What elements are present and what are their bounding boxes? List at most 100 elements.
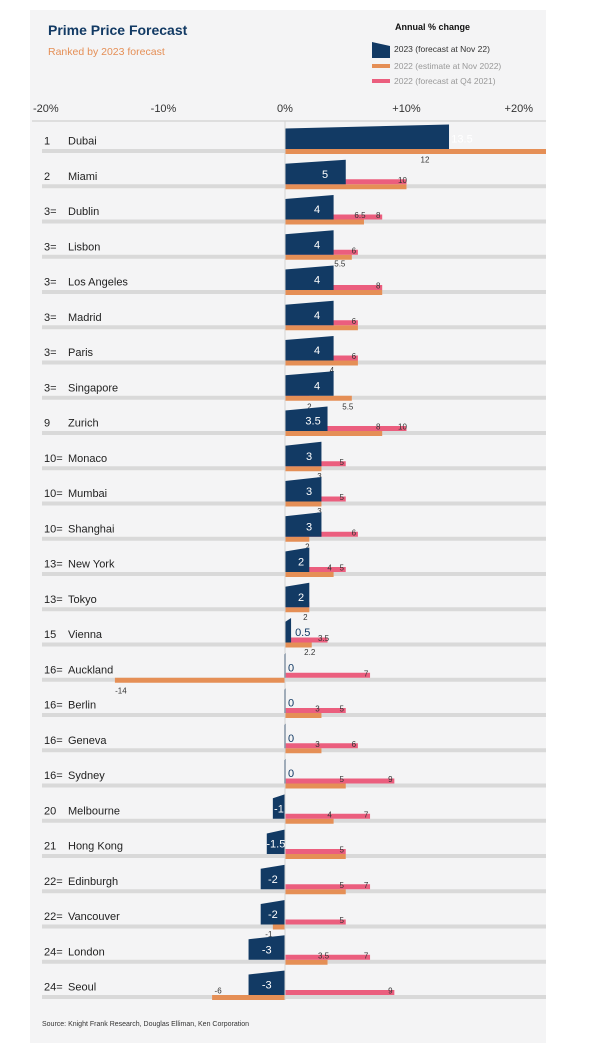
label-2022-forecast: 9 bbox=[388, 775, 393, 784]
label-2023: 2 bbox=[298, 592, 304, 604]
label-2022-estimate: 3.5 bbox=[318, 951, 330, 960]
label-2022-estimate: 5.5 bbox=[334, 259, 346, 268]
label-2022-forecast: 5 bbox=[340, 705, 345, 714]
rank-label: 9 bbox=[44, 418, 50, 430]
label-2022-forecast: 6 bbox=[352, 352, 357, 361]
bar-2022-forecast bbox=[285, 426, 407, 431]
bar-2023-forecast bbox=[285, 371, 334, 396]
bar-2022-forecast bbox=[285, 849, 346, 854]
label-2023: 4 bbox=[314, 380, 320, 392]
label-2023: 4 bbox=[314, 345, 320, 357]
label-2022-forecast: 6 bbox=[352, 317, 357, 326]
bar-2022-estimate bbox=[285, 889, 346, 895]
bar-2022-estimate bbox=[285, 149, 546, 154]
rank-label: 15 bbox=[44, 629, 56, 641]
label-2023: -2 bbox=[268, 874, 278, 886]
city-label: Zurich bbox=[68, 418, 99, 430]
legend-item-2022-estimate: 2022 (estimate at Nov 2022) bbox=[372, 60, 501, 71]
city-label: Vienna bbox=[68, 629, 103, 641]
bar-2023-forecast bbox=[285, 441, 322, 467]
label-2022-estimate: 4 bbox=[330, 366, 335, 375]
bar-2022-forecast bbox=[285, 672, 371, 678]
city-label: Paris bbox=[68, 347, 94, 359]
label-2022-estimate: -6 bbox=[215, 987, 223, 996]
label-2022-forecast: 7 bbox=[364, 881, 369, 890]
label-2022-estimate: 5.5 bbox=[342, 402, 354, 411]
rank-label: 22= bbox=[44, 876, 63, 888]
label-2023: 5 bbox=[322, 169, 328, 181]
label-2023: 0 bbox=[288, 698, 294, 710]
bar-2022-estimate bbox=[285, 431, 383, 436]
rank-label: 24= bbox=[44, 946, 63, 958]
label-2022-forecast: 2 bbox=[307, 402, 312, 411]
city-label: Lisbon bbox=[68, 241, 100, 253]
bar-2022-estimate bbox=[285, 254, 352, 260]
legend-label-2022-forecast: 2022 (forecast at Q4 2021) bbox=[394, 75, 496, 86]
bar-2023-forecast bbox=[285, 159, 346, 185]
bar-2023-forecast bbox=[248, 970, 285, 995]
bar-2023-forecast bbox=[285, 512, 322, 537]
rank-label: 3= bbox=[44, 277, 57, 289]
bar-2022-forecast bbox=[285, 778, 395, 784]
label-2023: 3 bbox=[306, 486, 312, 498]
city-label: Miami bbox=[68, 171, 97, 183]
label-2023: -3 bbox=[262, 944, 272, 956]
label-2022-estimate: -14 bbox=[115, 686, 127, 695]
bar-2022-forecast bbox=[285, 884, 371, 890]
bar-2023-forecast bbox=[285, 477, 322, 502]
city-label: London bbox=[68, 946, 105, 958]
label-2023: 3 bbox=[306, 451, 312, 463]
rank-label: 3= bbox=[44, 241, 57, 253]
rank-label: 2 bbox=[44, 171, 50, 183]
label-2023: 4 bbox=[314, 310, 320, 322]
label-2022-estimate: 4 bbox=[327, 564, 332, 573]
bar-2023-forecast bbox=[248, 935, 285, 960]
rank-label: 16= bbox=[44, 770, 63, 782]
city-label: Vancouver bbox=[68, 911, 120, 923]
rank-label: 3= bbox=[44, 347, 57, 359]
row-baseline bbox=[42, 995, 546, 999]
label-2023: -3 bbox=[262, 980, 272, 992]
legend-title: Annual % change bbox=[395, 22, 471, 32]
rank-label: 22= bbox=[44, 911, 63, 923]
label-2022-estimate: 2 bbox=[305, 542, 310, 551]
label-2022-estimate: 3 bbox=[315, 740, 320, 749]
rank-label: 3= bbox=[44, 382, 57, 394]
city-label: Seoul bbox=[68, 982, 96, 994]
chart-subtitle: Ranked by 2023 forecast bbox=[48, 46, 165, 58]
rank-label: 13= bbox=[44, 559, 63, 571]
label-2022-forecast: 7 bbox=[364, 951, 369, 960]
bar-2022-estimate bbox=[285, 713, 322, 718]
bar-2022-forecast bbox=[285, 637, 328, 643]
label-2022-forecast: 6 bbox=[352, 740, 357, 749]
bar-2022-estimate bbox=[285, 501, 322, 507]
chart-title: Prime Price Forecast bbox=[48, 22, 188, 38]
bar-2022-forecast bbox=[285, 990, 395, 995]
city-label: Los Angeles bbox=[68, 277, 128, 289]
label-2022-forecast: 5 bbox=[340, 458, 345, 467]
rank-label: 16= bbox=[44, 664, 63, 676]
label-2022-forecast: 6 bbox=[352, 528, 357, 537]
label-2022-forecast: 5 bbox=[340, 493, 345, 502]
bar-2023-forecast bbox=[285, 547, 310, 572]
label-2022-forecast: 10 bbox=[398, 423, 407, 432]
label-2023: -1 bbox=[274, 803, 284, 815]
rank-label: 13= bbox=[44, 594, 63, 606]
x-tick-label: +20% bbox=[505, 103, 534, 115]
label-2022-estimate: 4 bbox=[327, 810, 332, 819]
legend-swatch-2023 bbox=[372, 42, 390, 58]
label-2022-forecast: 5 bbox=[340, 916, 345, 925]
city-label: Hong Kong bbox=[68, 841, 123, 853]
city-label: Sydney bbox=[68, 770, 105, 782]
bar-2023-forecast bbox=[285, 195, 334, 220]
row-baseline bbox=[42, 924, 546, 929]
label-2023: 4 bbox=[314, 204, 320, 216]
city-label: Geneva bbox=[68, 735, 107, 747]
label-2022-estimate: 2 bbox=[303, 613, 308, 622]
rank-label: 10= bbox=[44, 488, 63, 500]
bar-2022-estimate bbox=[285, 854, 346, 859]
bar-2023-forecast bbox=[260, 864, 285, 890]
city-label: Tokyo bbox=[68, 594, 97, 606]
label-2022-forecast: 5 bbox=[340, 846, 345, 855]
bar-2022-estimate bbox=[212, 995, 285, 1000]
